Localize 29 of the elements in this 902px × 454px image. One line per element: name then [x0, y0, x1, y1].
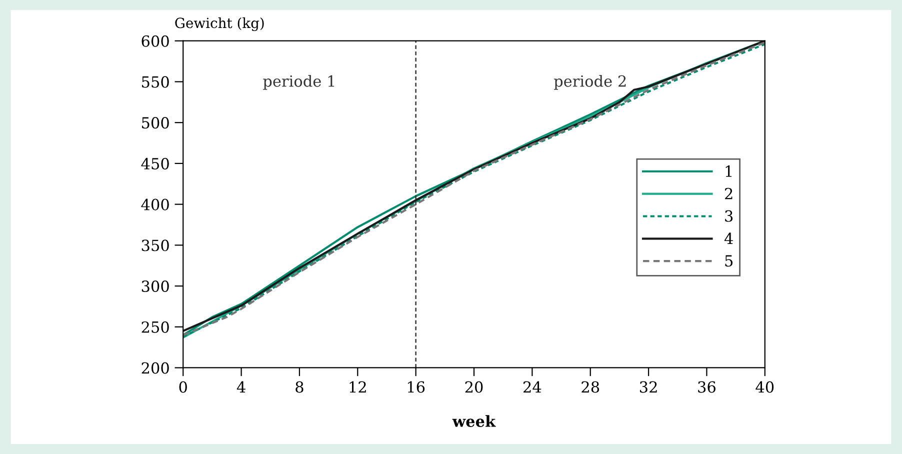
y-tick-label: 500: [142, 117, 169, 129]
x-tick-label: 20: [465, 381, 483, 393]
x-tick-label: 12: [350, 381, 366, 393]
x-axis-title: week: [452, 415, 496, 427]
legend-label: 3: [725, 210, 733, 222]
y-tick-label: 600: [142, 35, 169, 47]
y-tick-label: 550: [142, 76, 169, 88]
x-tick-label: 0: [179, 381, 187, 393]
x-tick-label: 16: [408, 381, 425, 393]
x-tick-label: 32: [640, 381, 657, 393]
x-tick-label: 28: [582, 381, 600, 393]
x-tick-label: 40: [756, 381, 774, 393]
x-tick-label: 24: [523, 381, 542, 393]
legend-label: 5: [725, 255, 733, 267]
annotation: periode 1: [263, 75, 334, 90]
y-tick-label: 250: [142, 321, 169, 333]
x-tick-label: 36: [698, 381, 716, 393]
y-tick-label: 400: [141, 198, 169, 210]
annotation: periode 2: [554, 75, 626, 90]
y-tick-label: 200: [142, 362, 169, 374]
x-tick-label: 4: [236, 381, 246, 393]
y-tick-label: 350: [142, 240, 169, 252]
legend-label: 1: [726, 165, 732, 177]
y-tick-label: 450: [141, 158, 169, 170]
legend-label: 2: [725, 188, 732, 200]
legend-label: 4: [724, 232, 733, 244]
x-tick-label: 8: [296, 381, 304, 393]
y-axis-title: Gewicht (kg): [175, 17, 264, 32]
y-tick-label: 300: [142, 280, 169, 292]
